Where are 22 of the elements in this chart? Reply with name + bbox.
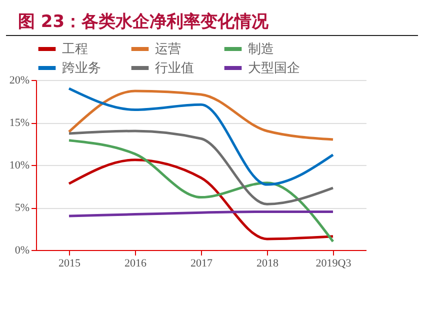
legend-label: 行业值 bbox=[155, 61, 194, 76]
line-series bbox=[68, 87, 334, 186]
y-tick-label: 5% bbox=[14, 202, 30, 214]
legend-label: 制造 bbox=[248, 42, 274, 57]
y-tick-label: 15% bbox=[9, 117, 30, 129]
x-tick-label: 2015 bbox=[58, 258, 81, 270]
line-series bbox=[68, 158, 334, 240]
line-series bbox=[68, 130, 334, 206]
legend-label: 工程 bbox=[62, 42, 88, 57]
y-tick-label: 20% bbox=[9, 74, 30, 86]
x-tick-label: 2018 bbox=[256, 258, 279, 270]
y-tick-label: 0% bbox=[14, 244, 30, 256]
legend-label: 大型国企 bbox=[248, 61, 300, 76]
legend-label: 运营 bbox=[155, 42, 181, 57]
chart-title: 图 23：各类水企净利率变化情况 bbox=[6, 0, 418, 36]
x-tick-label: 2017 bbox=[190, 258, 213, 270]
x-tick-label: 2019Q3 bbox=[316, 258, 352, 270]
y-tick-label: 10% bbox=[9, 160, 30, 172]
legend-label: 跨业务 bbox=[62, 61, 101, 76]
line-series bbox=[68, 139, 334, 243]
x-tick-label: 2016 bbox=[124, 258, 147, 270]
line-series bbox=[68, 90, 334, 141]
